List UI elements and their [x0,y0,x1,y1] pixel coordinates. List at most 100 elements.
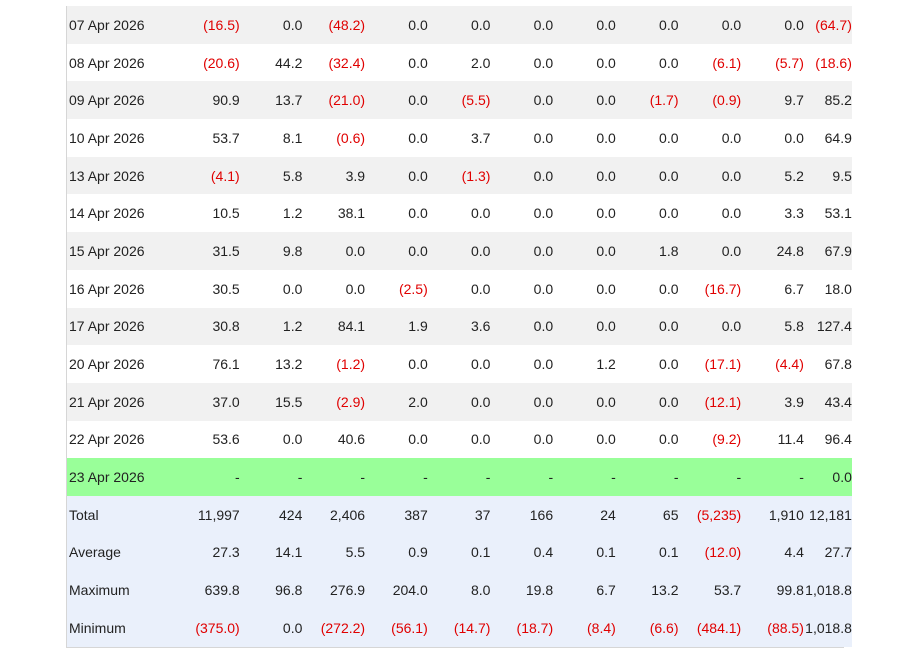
summary-label: Average [67,533,177,572]
value-cell: 0.1 [615,533,679,572]
value-cell: 0.0 [490,43,554,82]
value-cell: 24 [553,495,616,534]
value-cell: (88.5) [741,609,804,647]
value-cell: 5.2 [741,156,804,195]
value-cell: 19.8 [490,571,554,609]
value-cell: - [678,458,742,496]
value-cell: 0.0 [239,609,303,647]
value-cell: 0.0 [553,232,616,270]
value-cell: (375.0) [177,609,240,647]
value-cell: 3.9 [302,156,366,195]
value-cell: 30.5 [177,269,240,308]
value-cell: (14.7) [427,609,491,647]
table-row: 15 Apr 2026 31.5 9.8 0.0 0.0 0.0 0.0 0.0 1.8 0.0 2… [67,232,852,270]
value-cell: 0.0 [615,194,679,233]
value-cell: (18.6) [803,43,852,82]
value-cell: 0.0 [553,307,616,346]
value-cell: 96.4 [803,420,852,459]
value-cell: 2.0 [365,382,428,421]
value-cell: 0.0 [553,81,616,120]
value-cell: 0.0 [490,307,554,346]
value-cell: 85.2 [803,81,852,120]
date-cell: 09 Apr 2026 [67,81,177,120]
value-cell: (56.1) [365,609,428,647]
value-cell: 0.9 [365,533,428,572]
summary-row: Total 11,997 424 2,406 387 37 166 24 65 (5,235) 1,… [67,495,852,534]
value-cell: 11,997 [177,495,240,534]
value-cell: 0.0 [553,156,616,195]
value-cell: (16.7) [678,269,742,308]
value-cell: 1.9 [365,307,428,346]
table-row: 10 Apr 2026 53.7 8.1 (0.6) 0.0 3.7 0.0 0.0 0.0 0.… [67,119,852,157]
value-cell: - [177,458,240,496]
value-cell: 67.9 [803,232,852,270]
value-cell: (17.1) [678,345,742,383]
value-cell: 1,018.8 [803,571,852,609]
value-cell: - [741,458,804,496]
table-row: 14 Apr 2026 10.5 1.2 38.1 0.0 0.0 0.0 0.0 0.0 0.0… [67,194,852,233]
value-cell: (4.4) [741,345,804,383]
value-cell: 276.9 [302,571,366,609]
value-cell: (272.2) [302,609,366,647]
table-row: 17 Apr 2026 30.8 1.2 84.1 1.9 3.6 0.0 0.0 0.0 0.0… [67,307,852,346]
value-cell: 2,406 [302,495,366,534]
value-cell: 0.0 [427,269,491,308]
table-row: 13 Apr 2026 (4.1) 5.8 3.9 0.0 (1.3) 0.0 0.0 0.0 0… [67,156,852,195]
today-row: 23 Apr 2026- - - - - - - - - -0.0 [67,458,852,496]
value-cell: 5.8 [239,156,303,195]
table-row: 09 Apr 2026 90.9 13.7 (21.0) 0.0 (5.5) 0.0 0.0(… [67,81,852,120]
value-cell: 0.0 [427,6,491,44]
value-cell: 0.0 [615,307,679,346]
value-cell: 0.0 [365,43,428,82]
value-cell: 0.0 [553,6,616,44]
value-cell: 0.0 [678,119,742,157]
value-cell: 13.2 [615,571,679,609]
value-cell: 0.0 [678,156,742,195]
value-cell: - [615,458,679,496]
value-cell: (18.7) [490,609,554,647]
value-cell: (8.4) [553,609,616,647]
value-cell: 0.0 [615,6,679,44]
summary-row: Maximum 639.8 96.8 276.9 204.0 8.0 19.8 6.7 13.2… [67,571,852,609]
date-cell: 14 Apr 2026 [67,194,177,233]
date-cell: 21 Apr 2026 [67,382,177,421]
value-cell: 0.0 [553,420,616,459]
value-cell: 204.0 [365,571,428,609]
value-cell: 65 [615,495,679,534]
table-row: 08 Apr 2026 (20.6) 44.2 (32.4) 0.0 2.0 0.0 0.0 0… [67,43,852,82]
value-cell: 0.0 [365,420,428,459]
value-cell: (484.1) [678,609,742,647]
value-cell: (32.4) [302,43,366,82]
table-row: 07 Apr 2026 (16.5) 0.0 (48.2) 0.0 0.0 0.0 0.0 0.… [67,6,852,44]
value-cell: 6.7 [553,571,616,609]
summary-label: Minimum [67,609,177,647]
value-cell: 0.0 [615,269,679,308]
value-cell: (5.5) [427,81,491,120]
value-cell: 1.2 [239,194,303,233]
value-cell: 27.3 [177,533,240,572]
value-cell: 0.0 [490,382,554,421]
value-cell: 9.7 [741,81,804,120]
value-cell: (1.7) [615,81,679,120]
value-cell: (5,235) [678,495,742,534]
value-cell: 67.8 [803,345,852,383]
table-body: 07 Apr 2026 (16.5) 0.0 (48.2) 0.0 0.0 0.0 0.0 0.… [67,6,852,647]
date-cell: 08 Apr 2026 [67,43,177,82]
value-cell: (20.6) [177,43,240,82]
value-cell: 30.8 [177,307,240,346]
value-cell: 2.0 [427,43,491,82]
value-cell: 0.0 [741,119,804,157]
value-cell: 12,181 [803,495,852,534]
value-cell: 3.7 [427,119,491,157]
value-cell: 64.9 [803,119,852,157]
table-row: 22 Apr 2026 53.6 0.0 40.6 0.0 0.0 0.0 0.0 0.0 (9.… [67,420,852,459]
value-cell: 84.1 [302,307,366,346]
value-cell: 387 [365,495,428,534]
value-cell: 53.7 [177,119,240,157]
value-cell: 0.0 [615,156,679,195]
value-cell: 24.8 [741,232,804,270]
value-cell: 0.0 [615,382,679,421]
date-cell: 10 Apr 2026 [67,119,177,157]
value-cell: - [302,458,366,496]
summary-label: Total [67,495,177,534]
